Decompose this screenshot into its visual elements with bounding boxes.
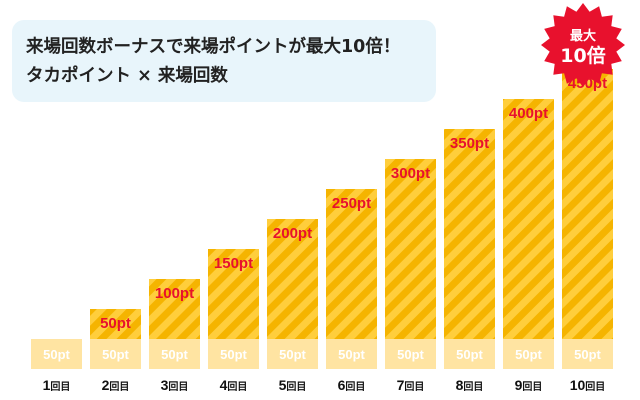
- bonus-bar-2: [90, 309, 141, 339]
- headline-box: 来場回数ボーナスで来場ポイントが最大10倍！ タカポイント × 来場回数: [12, 20, 436, 102]
- base-label-8: 50pt: [456, 347, 483, 362]
- category-label-6: 6回目: [338, 377, 366, 393]
- bonus-bar-10: [562, 69, 613, 339]
- base-label-1: 50pt: [43, 347, 70, 362]
- bonus-label-6: 250pt: [332, 195, 371, 212]
- headline-line-1: 来場回数ボーナスで来場ポイントが最大10倍！: [26, 37, 401, 57]
- category-labels: 1回目 2回目 3回目 4回目 5回目 6回目 7回目 8回目 9回目 10回目: [43, 377, 606, 393]
- category-label-2: 2回目: [102, 377, 130, 393]
- bar-group-9: 50pt 400pt: [503, 99, 554, 369]
- bar-group-6: 50pt 250pt: [326, 189, 377, 369]
- bonus-bar-7: [385, 159, 436, 339]
- bars-layer: 50pt 50pt50pt50pt100pt50pt150pt50pt200pt5…: [31, 69, 613, 369]
- category-label-10: 10回目: [570, 377, 606, 393]
- bonus-label-3: 100pt: [155, 285, 194, 302]
- base-label-7: 50pt: [397, 347, 424, 362]
- bonus-bar-8: [444, 129, 495, 339]
- base-bar-8: [444, 339, 495, 369]
- bonus-bar-5: [267, 219, 318, 339]
- badge-line-1: 最大: [570, 28, 596, 44]
- bonus-label-9: 400pt: [509, 105, 548, 122]
- base-label-6: 50pt: [338, 347, 365, 362]
- badge-line-2: 10倍: [560, 44, 605, 67]
- base-bar-10: [562, 339, 613, 369]
- bar-group-1: 50pt: [31, 339, 82, 369]
- max-badge: 最大10倍: [541, 3, 625, 87]
- category-label-5: 5回目: [279, 377, 307, 393]
- bar-group-7: 50pt 300pt: [385, 159, 436, 369]
- base-label-5: 50pt: [279, 347, 306, 362]
- base-label-9: 50pt: [515, 347, 542, 362]
- bar-group-4: 50pt 150pt: [208, 249, 259, 369]
- base-label-10: 50pt: [574, 347, 601, 362]
- bonus-label-8: 350pt: [450, 135, 489, 152]
- category-label-4: 4回目: [220, 377, 248, 393]
- headline-line-2: タカポイント × 来場回数: [26, 66, 228, 86]
- category-label-7: 7回目: [397, 377, 425, 393]
- bar-group-3: 50pt 100pt: [149, 279, 200, 369]
- bonus-bar-4: [208, 249, 259, 339]
- base-label-2: 50pt: [102, 347, 129, 362]
- bonus-label-2: 50pt: [100, 315, 131, 332]
- category-label-3: 3回目: [161, 377, 189, 393]
- base-bar-7: [385, 339, 436, 369]
- bonus-bar-9: [503, 99, 554, 339]
- bar-group-5: 50pt 200pt: [267, 219, 318, 369]
- bar-group-2: 50pt 50pt: [90, 309, 141, 369]
- base-label-3: 50pt: [161, 347, 188, 362]
- base-label-4: 50pt: [220, 347, 247, 362]
- bonus-bar-3: [149, 279, 200, 339]
- badge-starburst: [541, 3, 625, 87]
- base-bar-5: [267, 339, 318, 369]
- category-label-9: 9回目: [515, 377, 543, 393]
- bar-group-8: 50pt 350pt: [444, 129, 495, 369]
- base-bar-2: [90, 339, 141, 369]
- base-bar-1: [31, 339, 82, 369]
- base-bar-6: [326, 339, 377, 369]
- base-bar-3: [149, 339, 200, 369]
- base-bar-4: [208, 339, 259, 369]
- base-bar-9: [503, 339, 554, 369]
- bonus-label-4: 150pt: [214, 255, 253, 272]
- category-label-1: 1回目: [43, 377, 71, 393]
- bonus-bar-6: [326, 189, 377, 339]
- category-label-8: 8回目: [456, 377, 484, 393]
- bonus-label-5: 200pt: [273, 225, 312, 242]
- bonus-label-7: 300pt: [391, 165, 430, 182]
